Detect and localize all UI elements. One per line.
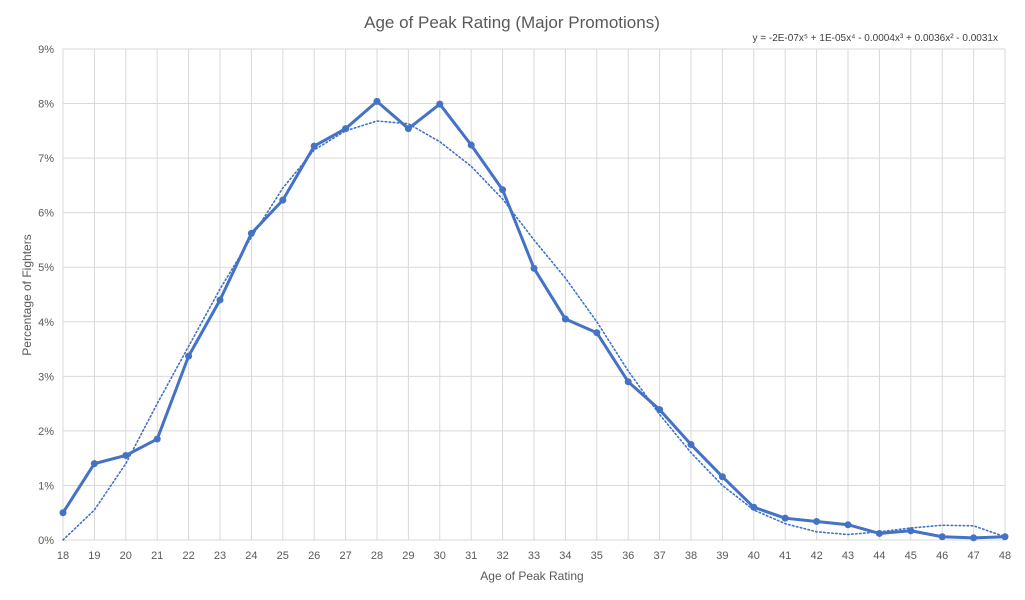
trendline <box>62 120 1006 541</box>
x-tick-label: 47 <box>967 550 979 562</box>
x-tick-label: 23 <box>214 550 226 562</box>
x-tick-label: 27 <box>339 550 351 562</box>
data-point <box>970 534 978 542</box>
data-point <box>436 100 444 108</box>
x-tick-label: 37 <box>653 550 665 562</box>
data-point <box>59 509 67 517</box>
data-point <box>875 529 883 537</box>
x-tick-label: 29 <box>402 550 414 562</box>
data-point <box>90 460 98 468</box>
x-axis-label: Age of Peak Rating <box>480 569 583 583</box>
y-tick-label: 5% <box>38 262 54 274</box>
x-tick-label: 19 <box>88 550 100 562</box>
y-tick-label: 6% <box>38 208 54 220</box>
x-tick-label: 48 <box>999 550 1011 562</box>
data-point <box>530 264 538 272</box>
data-point <box>499 186 507 194</box>
data-point <box>467 141 475 149</box>
data-point <box>342 125 350 133</box>
y-tick-label: 9% <box>38 44 54 56</box>
y-tick-label: 1% <box>38 480 54 492</box>
data-point <box>185 352 193 360</box>
y-tick-label: 2% <box>38 426 54 438</box>
x-tick-label: 30 <box>434 550 446 562</box>
data-point <box>122 451 130 459</box>
data-point <box>624 378 632 386</box>
data-point <box>310 142 318 150</box>
data-point <box>938 533 946 541</box>
x-tick-label: 46 <box>936 550 948 562</box>
x-tick-label: 32 <box>496 550 508 562</box>
data-point <box>687 441 695 449</box>
x-tick-label: 41 <box>779 550 791 562</box>
data-point <box>593 329 601 337</box>
y-tick-label: 4% <box>38 317 54 329</box>
x-tick-label: 22 <box>182 550 194 562</box>
data-point <box>718 473 726 481</box>
y-axis-label: Percentage of Fighters <box>20 234 34 355</box>
x-tick-label: 21 <box>151 550 163 562</box>
data-point <box>844 521 852 529</box>
x-tick-label: 39 <box>716 550 728 562</box>
chart-title: Age of Peak Rating (Major Promotions) <box>364 13 660 32</box>
data-point <box>373 97 381 105</box>
data-point <box>216 296 224 304</box>
x-tick-label: 28 <box>371 550 383 562</box>
data-point <box>561 315 569 323</box>
x-tick-label: 42 <box>810 550 822 562</box>
x-tick-label: 31 <box>465 550 477 562</box>
data-series <box>59 97 1009 542</box>
x-tick-label: 36 <box>622 550 634 562</box>
y-tick-label: 7% <box>38 153 54 165</box>
data-point <box>279 196 287 204</box>
data-point <box>813 517 821 525</box>
x-tick-label: 24 <box>245 550 257 562</box>
data-point <box>153 435 161 443</box>
data-point <box>781 514 789 522</box>
x-tick-label: 33 <box>528 550 540 562</box>
x-tick-label: 40 <box>748 550 760 562</box>
y-tick-label: 8% <box>38 99 54 111</box>
x-axis-ticks: 18 19 20 21 22 23 24 25 26 27 28 29 30 31 32 33 34 35 36 37… <box>57 550 1011 562</box>
data-point <box>404 125 412 133</box>
x-tick-label: 20 <box>120 550 132 562</box>
data-point <box>247 229 255 237</box>
x-tick-label: 34 <box>559 550 571 562</box>
x-tick-label: 26 <box>308 550 320 562</box>
y-axis-ticks: 0% 1% 2% 3% 4% 5% 6% 7% 8% 9% <box>38 44 54 547</box>
data-point <box>1001 533 1009 541</box>
gridlines <box>62 48 1006 541</box>
x-tick-label: 45 <box>905 550 917 562</box>
y-tick-label: 0% <box>38 535 54 547</box>
x-tick-label: 18 <box>57 550 69 562</box>
x-tick-label: 44 <box>873 550 885 562</box>
x-tick-label: 35 <box>591 550 603 562</box>
trendline-equation: y = -2E-07x⁵ + 1E-05x⁴ - 0.0004x³ + 0.00… <box>752 33 998 44</box>
x-tick-label: 25 <box>277 550 289 562</box>
x-tick-label: 43 <box>842 550 854 562</box>
y-tick-label: 3% <box>38 371 54 383</box>
x-tick-label: 38 <box>685 550 697 562</box>
